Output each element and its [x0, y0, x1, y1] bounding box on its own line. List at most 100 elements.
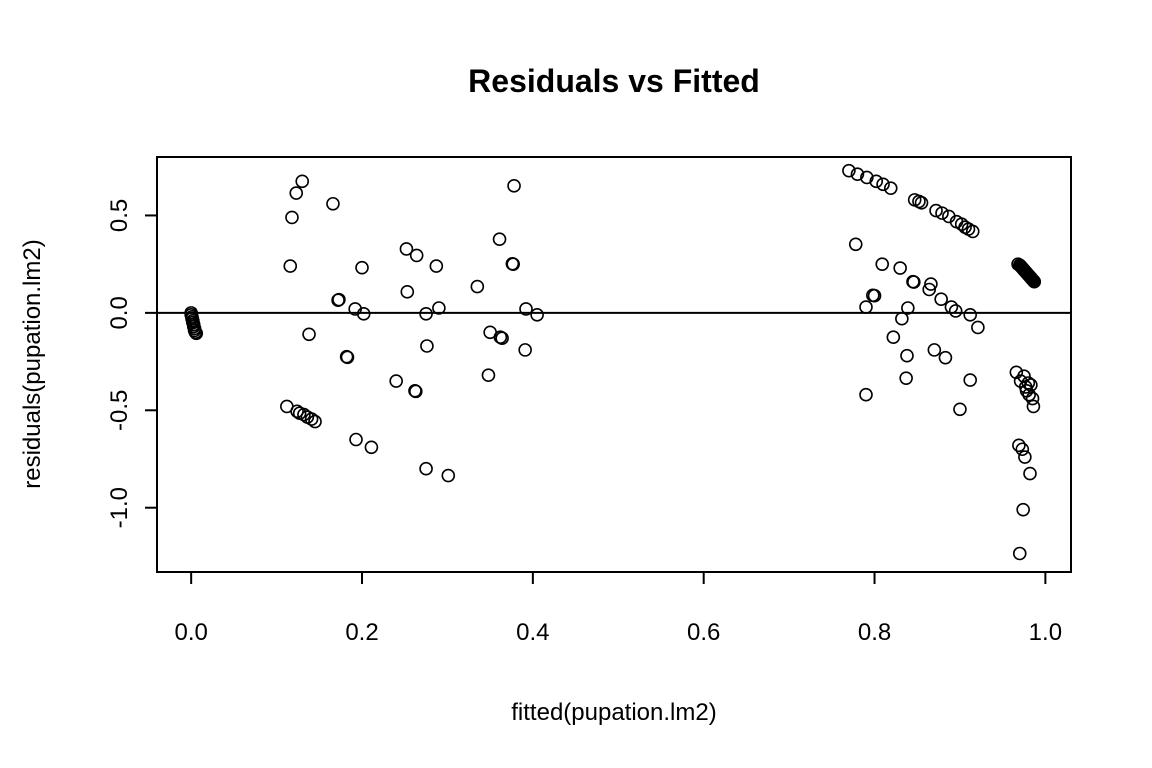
data-point: [356, 307, 371, 321]
data-point: [409, 384, 423, 399]
data-point: [929, 203, 943, 218]
x-tick-label: 0.8: [858, 619, 891, 646]
x-axis-label: fitted(pupation.lm2): [511, 699, 716, 726]
data-point: [1017, 369, 1031, 383]
data-point: [492, 232, 507, 247]
data-point: [355, 260, 369, 275]
data-point: [899, 371, 913, 385]
data-point: [530, 308, 544, 322]
y-tick-label: -1.0: [106, 487, 133, 528]
data-point: [332, 292, 346, 307]
data-point: [507, 179, 521, 193]
data-point: [1026, 399, 1041, 414]
data-point: [848, 237, 863, 252]
data-point: [399, 242, 414, 256]
plot-frame: [156, 156, 1072, 573]
data-point: [876, 177, 890, 192]
x-tick-label: 0.2: [345, 619, 378, 646]
data-point: [944, 300, 959, 314]
data-point: [963, 373, 978, 387]
data-point: [289, 186, 304, 200]
data-point: [954, 217, 969, 232]
data-point: [429, 259, 444, 273]
x-axis: 0.0 0.2 0.4 0.6 0.8 1.0: [174, 571, 1062, 646]
data-point: [290, 404, 304, 419]
data-point: [400, 285, 415, 299]
data-point: [419, 307, 433, 321]
data-point: [308, 414, 322, 429]
data-point: [859, 387, 873, 402]
data-point: [389, 374, 403, 388]
x-tick-label: 0.0: [174, 619, 207, 646]
y-axis: -1.0 -0.5 0.0 0.5: [106, 199, 158, 528]
scatter-points: [184, 163, 1042, 561]
data-point: [893, 261, 907, 275]
y-tick-label: 0.0: [106, 296, 133, 329]
data-point: [409, 248, 424, 263]
data-point: [869, 174, 884, 189]
data-point: [302, 327, 316, 342]
data-point: [867, 288, 882, 303]
data-point: [364, 440, 379, 455]
data-point: [901, 301, 915, 315]
data-point: [420, 339, 434, 353]
data-point: [953, 402, 967, 417]
data-point: [419, 461, 433, 476]
chart-title: Residuals vs Fitted: [468, 63, 760, 99]
data-point: [963, 308, 978, 322]
data-point: [842, 163, 856, 178]
data-point: [340, 350, 355, 365]
data-point: [481, 368, 496, 383]
data-point: [850, 167, 865, 181]
data-point: [1027, 274, 1042, 289]
x-tick-label: 1.0: [1029, 619, 1062, 646]
y-axis-label: residuals(pupation.lm2): [19, 239, 46, 488]
x-tick-label: 0.6: [687, 619, 720, 646]
data-point: [1022, 387, 1036, 402]
data-point: [304, 412, 319, 426]
data-point: [927, 343, 942, 357]
data-point: [1023, 466, 1037, 481]
data-point: [518, 343, 532, 357]
data-point: [938, 350, 953, 365]
data-point: [895, 311, 909, 326]
data-point: [189, 326, 204, 341]
data-point: [907, 275, 921, 289]
data-point: [1024, 378, 1038, 392]
data-point: [900, 348, 914, 363]
data-point: [886, 330, 901, 345]
data-point: [295, 174, 310, 189]
data-point: [285, 210, 299, 225]
data-point: [922, 282, 937, 297]
x-tick-label: 0.4: [516, 619, 549, 646]
data-point: [349, 432, 363, 447]
y-tick-label: -0.5: [106, 390, 133, 431]
data-point: [326, 196, 340, 211]
data-point: [1009, 365, 1024, 380]
data-point: [1016, 502, 1030, 517]
data-point: [1015, 442, 1030, 457]
data-point: [883, 181, 898, 195]
data-point: [297, 407, 311, 422]
data-point: [934, 292, 948, 307]
data-point: [859, 300, 873, 314]
data-point: [948, 304, 963, 318]
y-tick-label: 0.5: [106, 199, 133, 232]
data-point: [914, 195, 929, 210]
data-point: [935, 206, 949, 220]
data-point: [441, 468, 456, 483]
data-point: [495, 331, 509, 345]
data-point: [860, 170, 874, 185]
data-point: [283, 259, 298, 273]
data-point: [432, 301, 446, 315]
data-point: [965, 224, 980, 239]
data-point: [971, 320, 985, 335]
data-point: [875, 257, 890, 271]
data-point: [1025, 391, 1040, 406]
data-point: [1018, 450, 1032, 464]
data-point: [506, 257, 521, 271]
data-point: [519, 302, 533, 316]
data-point: [470, 279, 485, 294]
data-point: [924, 277, 938, 291]
